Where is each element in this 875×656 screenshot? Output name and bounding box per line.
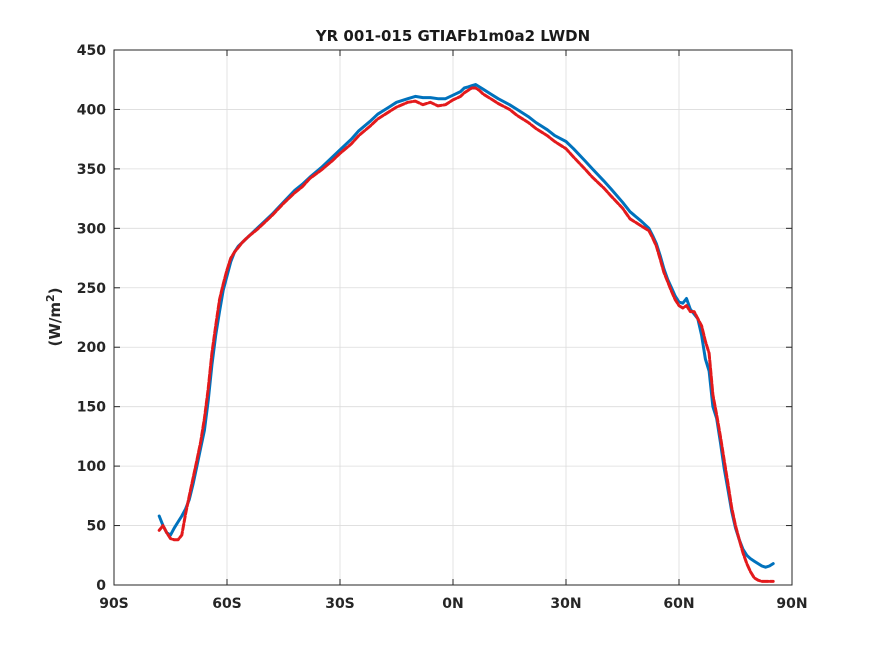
y-tick-label: 300 bbox=[77, 221, 106, 237]
y-tick-label: 100 bbox=[77, 459, 106, 475]
x-tick-label: 0N bbox=[442, 596, 463, 612]
y-tick-label: 350 bbox=[77, 162, 106, 178]
y-tick-label: 250 bbox=[77, 281, 106, 297]
y-tick-label: 450 bbox=[77, 43, 106, 59]
x-axis-ticks: 90S 60S 30S 0N 30N 60N 90N bbox=[99, 50, 808, 612]
series-line-2 bbox=[157, 86, 775, 583]
y-tick-label: 200 bbox=[77, 340, 106, 356]
series-group bbox=[157, 83, 775, 583]
y-axis-label-main: (W/m bbox=[46, 302, 64, 347]
x-tick-label: 90S bbox=[99, 596, 129, 612]
x-tick-label: 30N bbox=[550, 596, 581, 612]
y-tick-label: 400 bbox=[77, 102, 106, 118]
x-tick-label: 60N bbox=[663, 596, 694, 612]
y-axis-ticks: 0 50 100 150 200 250 300 350 400 450 bbox=[77, 43, 792, 594]
y-tick-label: 0 bbox=[96, 578, 106, 594]
x-tick-label: 90N bbox=[776, 596, 807, 612]
series-line-1 bbox=[157, 83, 775, 569]
y-axis-label-close: ) bbox=[46, 287, 64, 294]
y-tick-label: 50 bbox=[87, 519, 107, 535]
y-axis-label-superscript: 2 bbox=[44, 294, 57, 302]
x-tick-label: 60S bbox=[212, 596, 242, 612]
y-tick-label: 150 bbox=[77, 400, 106, 416]
chart-title: YR 001-015 GTIAFb1m0a2 LWDN bbox=[315, 27, 590, 45]
y-axis-label: (W/m2) bbox=[44, 287, 64, 346]
x-tick-label: 30S bbox=[325, 596, 355, 612]
